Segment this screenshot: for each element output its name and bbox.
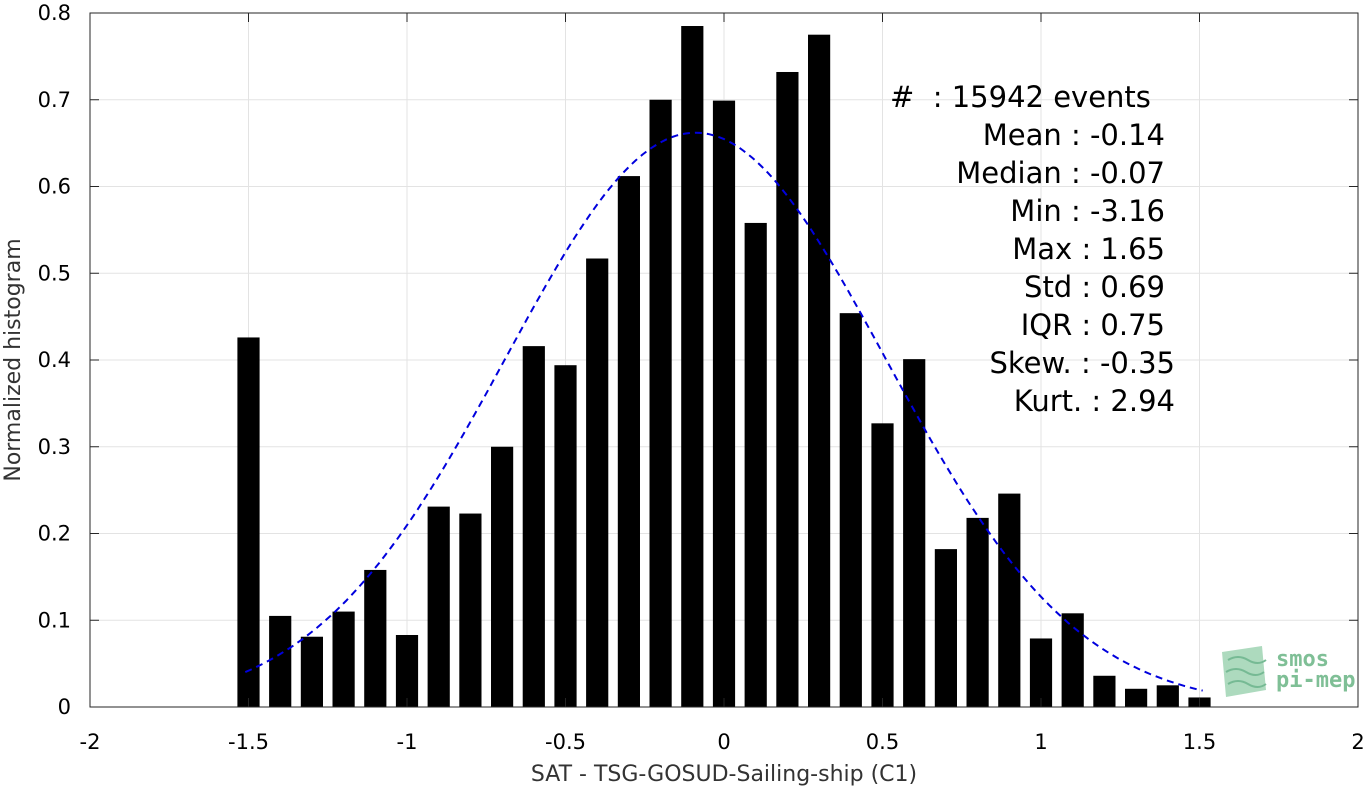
y-tick-label: 0 (58, 695, 71, 719)
histogram-bar (871, 423, 894, 707)
histogram-bar (998, 493, 1021, 707)
histogram-bar (1093, 675, 1116, 707)
x-tick-label: 1 (1034, 730, 1047, 754)
smos-pi-mep-logo: smos pi-mep (1222, 646, 1355, 697)
bars (237, 26, 1211, 708)
y-tick-label: 0.7 (38, 88, 71, 112)
y-tick-label: 0.2 (38, 522, 71, 546)
stats-count: # : 15942 events (890, 80, 1151, 114)
x-tick-label: 0 (717, 730, 730, 754)
histogram-bar (395, 634, 419, 707)
stats-median: Median : -0.07 (956, 156, 1165, 190)
y-tick-label: 0.8 (38, 1, 71, 25)
y-axis-label: Normalized histogram (1, 238, 26, 481)
histogram-bar (300, 636, 323, 707)
axis-ticks (89, 12, 1359, 708)
logo-waves-icon (1222, 646, 1267, 697)
stats-kurt: Kurt. : 2.94 (1014, 384, 1175, 418)
stats-skew: Skew. : -0.35 (989, 346, 1175, 380)
histogram-bar (237, 337, 260, 707)
histogram-bar (681, 26, 704, 707)
histogram-bar (554, 365, 577, 707)
histogram-bar (491, 446, 514, 707)
histogram-bar (808, 34, 831, 707)
y-tick-label: 0.3 (38, 435, 71, 459)
histogram-bar (269, 615, 292, 707)
histogram-bar (966, 517, 989, 707)
histogram-bar (934, 549, 957, 707)
y-tick-label: 0.6 (38, 175, 71, 199)
stats-mean: Mean : -0.14 (983, 118, 1165, 152)
y-tick-label: 0.5 (38, 261, 71, 285)
histogram-bar (744, 222, 767, 707)
histogram-bar (1061, 613, 1084, 707)
x-tick-label: 1.5 (1183, 730, 1216, 754)
stats-iqr: IQR : 0.75 (1021, 308, 1165, 342)
histogram-bar (1029, 638, 1053, 707)
x-tick-label: 0.5 (866, 730, 899, 754)
histogram-bar (427, 506, 450, 707)
histogram-bar (364, 569, 387, 707)
stats-box: # : 15942 events Mean : -0.14 Median : -… (890, 80, 1175, 418)
x-tick-label: -0.5 (545, 730, 586, 754)
histogram-bar (332, 611, 355, 707)
y-tick-label: 0.4 (38, 348, 71, 372)
x-axis-label: SAT - TSG-GOSUD-Sailing-ship (C1) (531, 762, 917, 787)
x-tick-label: -1.5 (228, 730, 269, 754)
stats-max: Max : 1.65 (1012, 232, 1165, 266)
histogram-bar (522, 346, 545, 707)
logo-line1: smos (1276, 647, 1329, 672)
histogram-bar (1156, 685, 1179, 707)
histogram-bar (776, 71, 799, 708)
normal-fit-curve (244, 131, 1203, 692)
histogram-bar (459, 513, 482, 707)
histogram-bar (903, 359, 926, 707)
stats-std: Std : 0.69 (1024, 270, 1165, 304)
x-tick-label: 2 (1351, 730, 1364, 754)
y-tick-labels: 0 0.1 0.2 0.3 0.4 0.5 0.6 0.7 0.8 (38, 1, 71, 719)
y-tick-label: 0.1 (38, 608, 71, 632)
histogram-bar (617, 176, 640, 708)
histogram-bar (586, 258, 609, 707)
histogram-bar (1125, 688, 1148, 707)
histogram-bar (712, 100, 736, 708)
stats-min: Min : -3.16 (1010, 194, 1165, 228)
histogram-bar (839, 313, 862, 707)
logo-line2: pi-mep (1276, 668, 1355, 693)
x-tick-label: -1 (397, 730, 418, 754)
x-tick-labels: -2 -1.5 -1 -0.5 0 0.5 1 1.5 2 (80, 730, 1365, 754)
x-tick-label: -2 (80, 730, 101, 754)
histogram-bar (649, 99, 672, 707)
